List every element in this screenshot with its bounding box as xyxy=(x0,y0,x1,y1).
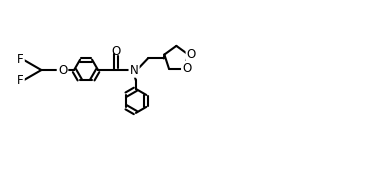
Text: O: O xyxy=(58,63,67,77)
Text: O: O xyxy=(111,45,121,58)
Text: F: F xyxy=(17,53,24,66)
Text: O: O xyxy=(187,48,196,61)
Text: F: F xyxy=(17,74,24,87)
Text: N: N xyxy=(130,63,139,77)
Text: O: O xyxy=(182,62,192,75)
